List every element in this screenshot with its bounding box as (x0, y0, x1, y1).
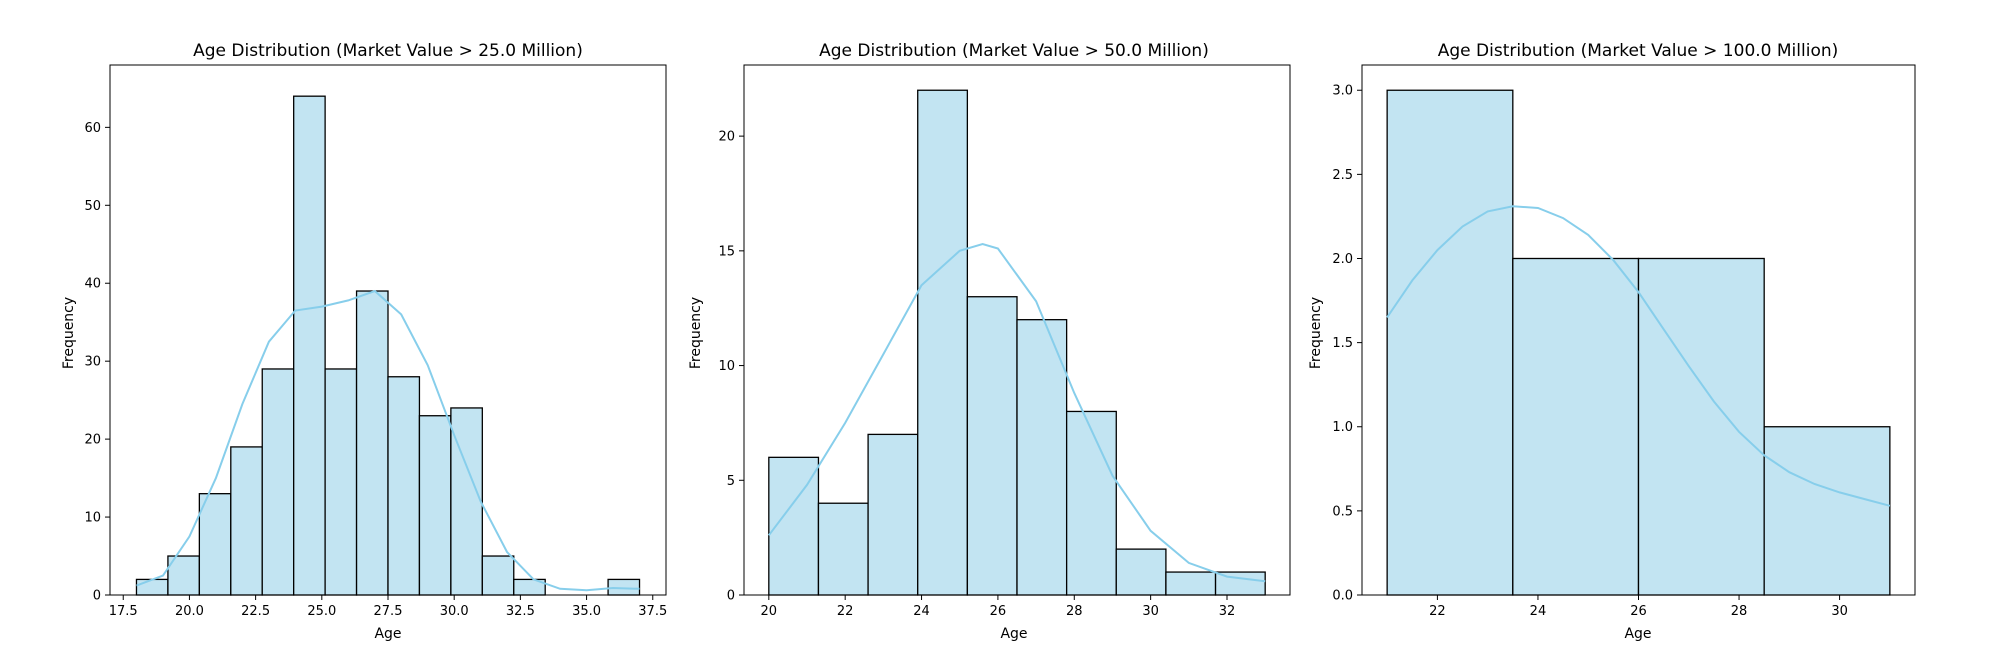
y-tick-label: 15 (718, 244, 735, 259)
histogram-bar (1016, 319, 1068, 596)
x-tick-label: 32 (1219, 604, 1236, 619)
histogram-bar (387, 376, 421, 596)
x-axis-label: Age (1624, 626, 1651, 642)
histogram-bar (817, 502, 869, 596)
y-axis-label: Frequency (1308, 297, 1324, 369)
histogram-bar (966, 296, 1018, 596)
y-tick-label: 0.0 (1332, 589, 1353, 604)
y-axis-label: Frequency (61, 297, 77, 369)
y-tick-label: 10 (84, 511, 101, 526)
x-tick-label: 20.0 (175, 604, 204, 619)
y-tick-label: 2.5 (1332, 168, 1353, 183)
histogram-bar (1115, 548, 1167, 596)
y-tick-label: 1.0 (1332, 420, 1353, 435)
histogram-bar (167, 555, 201, 596)
panel-market-value-25m: Age Distribution (Market Value > 25.0 Mi… (61, 41, 667, 642)
y-tick-label: 60 (84, 121, 101, 136)
histogram-bar (198, 493, 232, 596)
histogram-bar (917, 89, 969, 596)
x-tick-label: 24 (913, 604, 930, 619)
histogram-bar (1512, 257, 1640, 596)
y-tick-label: 50 (84, 199, 101, 214)
y-tick-label: 20 (718, 130, 735, 145)
histogram-bar (481, 555, 515, 596)
histogram-bar (867, 433, 919, 596)
y-tick-label: 0 (727, 589, 735, 604)
x-axis-label: Age (374, 626, 401, 642)
x-tick-label: 25.0 (307, 604, 336, 619)
y-tick-label: 5 (727, 474, 735, 489)
kde-curve (768, 242, 1266, 583)
panel-market-value-100m: Age Distribution (Market Value > 100.0 M… (1308, 41, 1916, 642)
histogram-bar (135, 578, 169, 596)
y-tick-label: 30 (84, 355, 101, 370)
y-tick-label: 40 (84, 277, 101, 292)
y-tick-label: 0 (93, 589, 101, 604)
chart-title: Age Distribution (Market Value > 25.0 Mi… (193, 41, 583, 61)
y-tick-label: 20 (84, 433, 101, 448)
histogram-bar (293, 95, 326, 596)
histogram-bar (1165, 571, 1217, 596)
x-tick-label: 30.0 (440, 604, 469, 619)
kde-curve (1386, 205, 1891, 507)
y-tick-label: 0.5 (1332, 504, 1353, 519)
histogram-bar (324, 368, 358, 596)
x-tick-label: 22 (837, 604, 854, 619)
histogram-bar (1065, 410, 1117, 596)
y-tick-label: 2.0 (1332, 252, 1353, 267)
x-tick-label: 32.5 (506, 604, 535, 619)
x-tick-label: 37.5 (638, 604, 667, 619)
axes-frame (743, 64, 1291, 596)
histogram-bar (450, 407, 483, 596)
chart-title: Age Distribution (Market Value > 50.0 Mi… (819, 41, 1209, 61)
x-tick-label: 27.5 (374, 604, 403, 619)
histogram-bar (1386, 89, 1514, 596)
y-tick-label: 3.0 (1332, 84, 1353, 99)
kde-curve (136, 289, 640, 592)
y-tick-label: 1.5 (1332, 336, 1353, 351)
x-tick-label: 20 (761, 604, 778, 619)
x-tick-label: 28 (1066, 604, 1083, 619)
chart-title: Age Distribution (Market Value > 100.0 M… (1438, 41, 1839, 61)
x-tick-label: 22.5 (241, 604, 270, 619)
x-tick-label: 30 (1831, 604, 1848, 619)
x-tick-label: 28 (1731, 604, 1748, 619)
x-tick-label: 22 (1429, 604, 1446, 619)
x-tick-label: 30 (1142, 604, 1159, 619)
histogram-bar (261, 368, 295, 596)
histogram-bar (418, 415, 452, 596)
plot-area (1361, 64, 1916, 596)
x-tick-label: 26 (990, 604, 1007, 619)
panel-market-value-50m: Age Distribution (Market Value > 50.0 Mi… (688, 41, 1291, 642)
x-tick-label: 26 (1630, 604, 1647, 619)
x-tick-label: 24 (1530, 604, 1547, 619)
x-axis-label: Age (1000, 626, 1027, 642)
histogram-bar (1763, 426, 1891, 596)
plot-area (743, 64, 1291, 596)
plot-area (109, 64, 667, 596)
y-tick-label: 10 (718, 359, 735, 374)
histogram-bar (355, 290, 389, 596)
histogram-bar (230, 446, 263, 596)
histogram-bar (1637, 257, 1765, 596)
y-axis-label: Frequency (688, 297, 704, 369)
x-tick-label: 17.5 (109, 604, 138, 619)
x-tick-label: 35.0 (572, 604, 601, 619)
